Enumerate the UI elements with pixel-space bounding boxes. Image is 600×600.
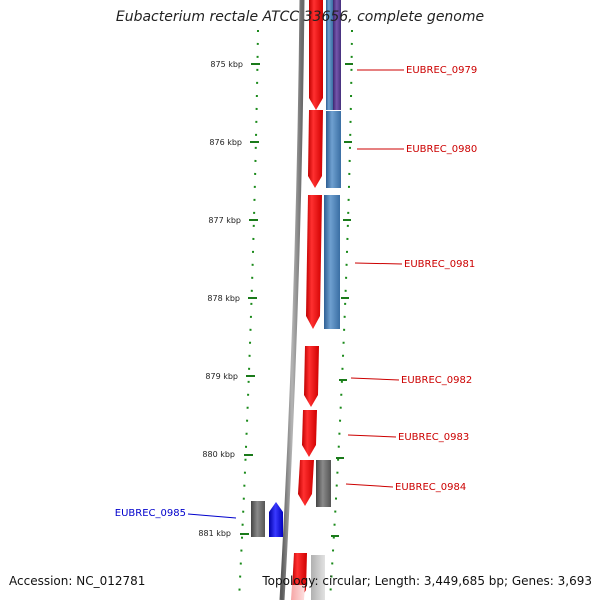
- cds-arrow-eubrec-0979[interactable]: [309, 0, 323, 110]
- cog-block-0984[interactable]: [316, 460, 331, 507]
- cds-arrow-eubrec-0982[interactable]: [304, 346, 319, 407]
- gene-label-eubrec-0985[interactable]: EUBREC_0985: [115, 508, 186, 519]
- cds-arrow-bottom-light[interactable]: [291, 585, 305, 600]
- cds-arrow-eubrec-0980[interactable]: [308, 110, 323, 188]
- tick-label-878: 878 kbp: [207, 294, 240, 303]
- cog-block-0979-steelblue[interactable]: [326, 0, 333, 110]
- genome-summary: Topology: circular; Length: 3,449,685 bp…: [262, 574, 592, 588]
- genome-backbone: [279, 0, 305, 600]
- gene-label-eubrec-0981[interactable]: EUBREC_0981: [404, 259, 475, 270]
- cog-block-0981[interactable]: [324, 195, 340, 329]
- tick-label-875: 875 kbp: [210, 60, 243, 69]
- cog-block-bottom[interactable]: [311, 555, 325, 600]
- tick-label-881: 881 kbp: [198, 529, 231, 538]
- cog-block-0980[interactable]: [326, 111, 341, 188]
- gene-label-eubrec-0982[interactable]: EUBREC_0982: [401, 375, 472, 386]
- cds-arrow-eubrec-0985[interactable]: [269, 502, 283, 537]
- tick-label-877: 877 kbp: [208, 216, 241, 225]
- tick-marks: [240, 63, 353, 537]
- tick-label-876: 876 kbp: [209, 138, 242, 147]
- gene-label-eubrec-0979[interactable]: EUBREC_0979: [406, 65, 477, 76]
- gene-label-eubrec-0984[interactable]: EUBREC_0984: [395, 482, 466, 493]
- map-title: Eubacterium rectale ATCC 33656, complete…: [115, 9, 485, 25]
- cds-arrow-eubrec-0981[interactable]: [306, 195, 322, 329]
- cog-block-0985[interactable]: [251, 501, 265, 537]
- cog-block-0979-purple[interactable]: [333, 0, 341, 110]
- tick-label-880: 880 kbp: [202, 450, 235, 459]
- cds-arrow-eubrec-0984[interactable]: [298, 460, 314, 506]
- gene-label-eubrec-0983[interactable]: EUBREC_0983: [398, 432, 469, 443]
- tick-label-879: 879 kbp: [205, 372, 238, 381]
- gene-label-eubrec-0980[interactable]: EUBREC_0980: [406, 144, 477, 155]
- cds-arrow-eubrec-0983[interactable]: [302, 410, 317, 457]
- accession-text: Accession: NC_012781: [9, 574, 146, 588]
- label-leader-lines: [187, 69, 404, 519]
